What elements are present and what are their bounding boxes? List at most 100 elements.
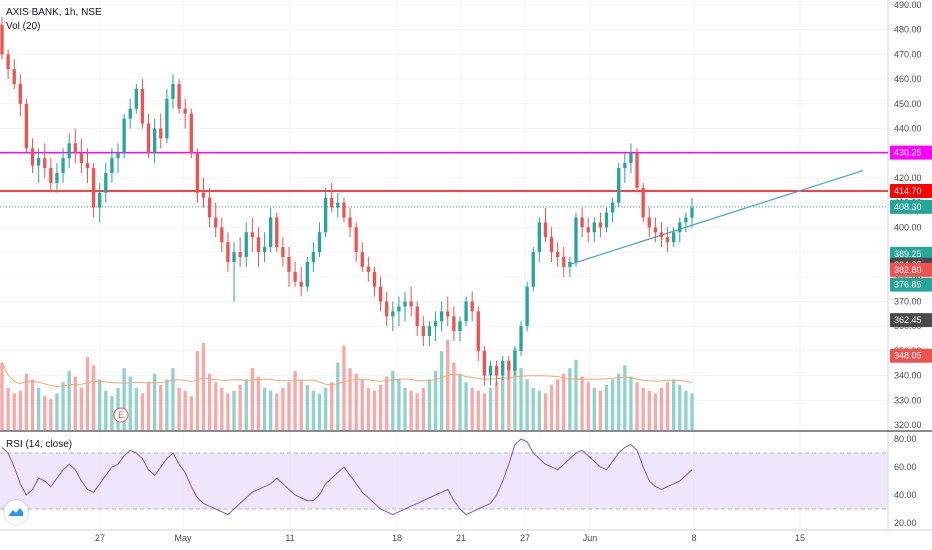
- rsi-line: [1, 438, 693, 516]
- candle-body: [98, 192, 102, 208]
- volume-bar: [195, 351, 200, 430]
- volume-bar: [647, 390, 651, 430]
- volume-bar: [513, 348, 517, 430]
- volume-bar: [238, 385, 242, 430]
- volume-bar: [354, 373, 358, 430]
- price-label-text: 362.45: [894, 315, 922, 325]
- candle-body: [6, 54, 10, 70]
- volume-bar: [470, 387, 474, 430]
- volume-bar: [24, 373, 29, 430]
- volume-bar: [665, 382, 670, 430]
- candle-body: [501, 360, 505, 376]
- volume-bar: [348, 368, 352, 430]
- candle-body: [134, 88, 139, 109]
- candle-body: [214, 217, 218, 228]
- volume-bar: [403, 387, 407, 430]
- candle-body: [67, 143, 71, 159]
- volume-bar: [293, 370, 297, 430]
- volume-bar: [592, 387, 596, 430]
- price-label-text: 414.70: [894, 186, 922, 196]
- symbol-interval: 1h: [64, 7, 76, 18]
- earnings-marker: E: [113, 407, 129, 423]
- volume-bar: [672, 379, 676, 430]
- volume-bar: [201, 342, 206, 430]
- volume-bar: [6, 387, 10, 430]
- volume-bar: [140, 393, 145, 430]
- price-label-box: [890, 184, 932, 199]
- tradingview-logo-icon[interactable]: [4, 500, 28, 524]
- candle-body: [598, 222, 603, 228]
- rsi-legend: RSI (14, close): [6, 439, 73, 450]
- candle-body: [409, 301, 413, 307]
- rsi-tick-label: 40.00: [894, 490, 917, 500]
- volume-bar: [177, 387, 181, 430]
- volume-bar: [562, 373, 566, 430]
- volume-bar: [207, 373, 212, 430]
- volume-bar: [317, 393, 322, 430]
- candle-body: [562, 257, 566, 267]
- candle-body: [232, 252, 236, 262]
- volume-bar: [67, 370, 71, 430]
- candle-body: [207, 197, 212, 218]
- candle-body: [519, 326, 523, 351]
- candle-body: [653, 227, 658, 233]
- candle-body: [678, 222, 682, 233]
- price-label-box: [890, 199, 932, 214]
- time-tick-label: May: [174, 533, 192, 543]
- volume-bar: [323, 387, 328, 430]
- candle-body: [275, 217, 279, 248]
- candle-body: [244, 232, 248, 258]
- price-label-text: 408.30: [894, 202, 922, 212]
- volume-bar: [482, 393, 487, 430]
- candle-body: [30, 148, 35, 166]
- candle-body: [421, 326, 425, 337]
- candle-body: [43, 158, 47, 169]
- symbol-separator-2: ,: [75, 7, 82, 18]
- symbol-exchange: NSE: [81, 7, 102, 18]
- candle-body: [659, 232, 664, 238]
- volume-bar: [0, 362, 4, 430]
- candle-body: [116, 153, 120, 159]
- price-label-text: 376.85: [894, 280, 922, 290]
- symbol-ticker: AXIS BANK: [6, 7, 59, 18]
- volume-bar: [305, 385, 309, 430]
- candle-body: [574, 217, 578, 262]
- volume-bar: [49, 399, 53, 430]
- volume-bar: [342, 345, 346, 430]
- time-tick-label: 21: [456, 533, 466, 543]
- volume-bar: [476, 390, 480, 430]
- volume-bar: [146, 382, 151, 430]
- candle-body: [604, 212, 609, 228]
- candle-body: [183, 108, 187, 114]
- candle-body: [61, 158, 65, 173]
- candle-body: [507, 360, 511, 371]
- volume-bar: [79, 387, 84, 430]
- volume-bar: [256, 376, 261, 430]
- candle-body: [543, 222, 548, 238]
- volume-bar: [110, 396, 114, 430]
- candle-body: [494, 365, 499, 376]
- volume-bar: [574, 359, 578, 430]
- volume-bar: [549, 385, 554, 430]
- candle-body: [647, 217, 651, 228]
- volume-bar: [543, 393, 548, 430]
- price-label-box: [890, 313, 932, 328]
- candle-body: [336, 202, 340, 208]
- candle-body: [36, 158, 41, 166]
- volume-bar: [415, 393, 419, 430]
- time-tick-label: 27: [520, 533, 530, 543]
- volume-bar: [189, 396, 193, 430]
- candle-body: [49, 168, 53, 183]
- volume-bar: [165, 379, 169, 430]
- candle-body: [385, 301, 389, 317]
- candle-body: [177, 84, 181, 109]
- candle-body: [323, 197, 328, 233]
- candle-body: [348, 217, 352, 228]
- volume-bar: [690, 393, 694, 430]
- volume-bar: [568, 368, 572, 430]
- time-tick-label: Jun: [583, 533, 598, 543]
- candle-body: [549, 237, 554, 253]
- volume-bar: [250, 368, 255, 430]
- candle-body: [220, 227, 224, 243]
